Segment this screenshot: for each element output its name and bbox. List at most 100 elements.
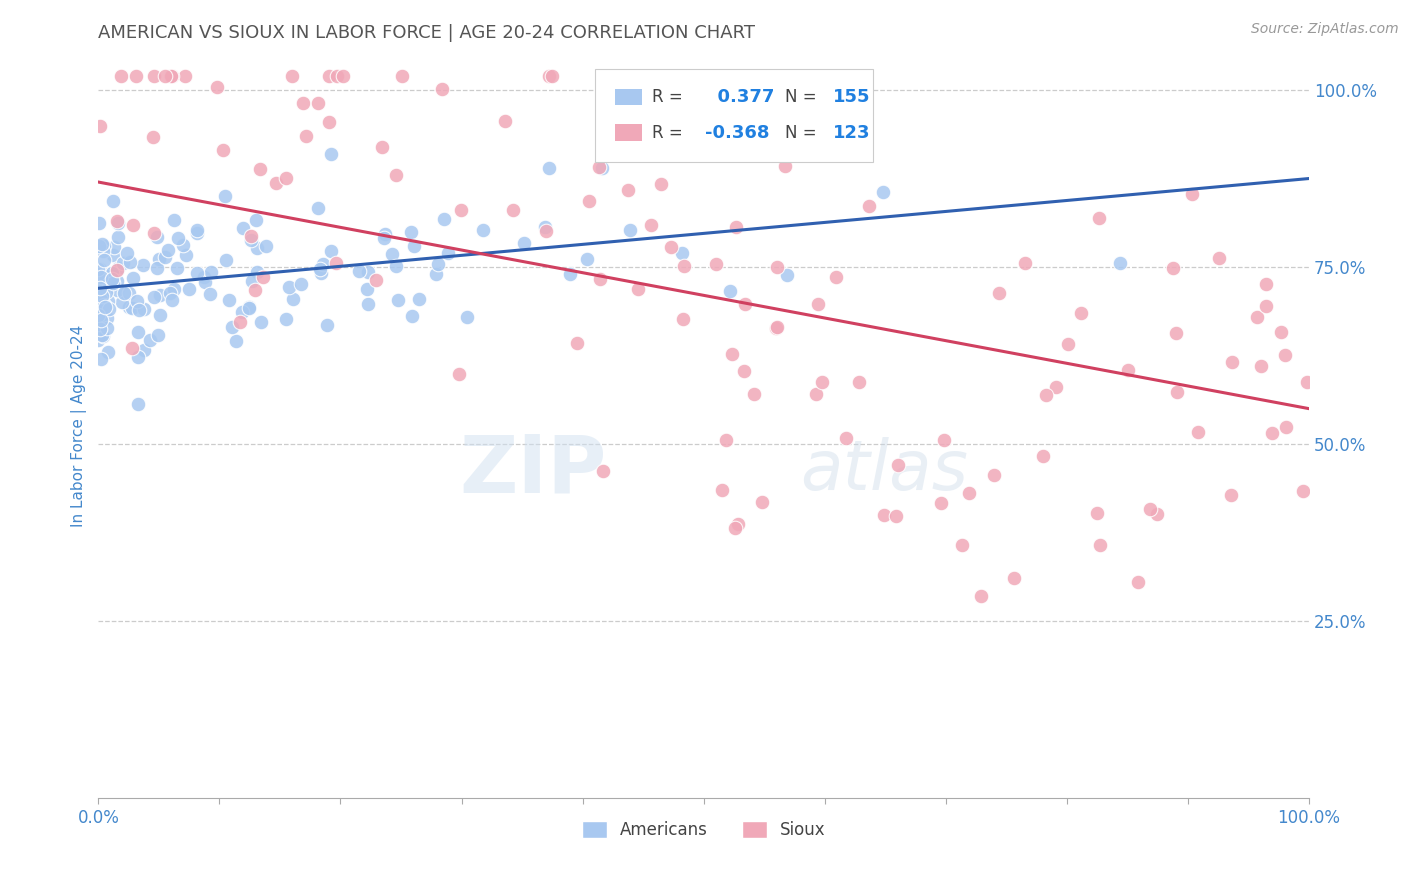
Point [447,367,470,381]
Point [347,264,370,278]
Point [734,297,756,311]
Point [101,247,124,261]
Point [565,335,588,350]
Point [807,297,830,311]
Point [91,289,114,303]
Point [174,248,197,262]
Point [1031,450,1053,464]
Point [541,69,564,83]
Point [153,69,176,83]
Point [90,237,112,252]
FancyBboxPatch shape [595,70,873,162]
Text: 155: 155 [834,88,870,106]
Point [94,300,117,314]
Point [103,194,125,208]
Point [315,318,337,332]
Point [357,297,380,311]
Point [1085,506,1108,520]
Point [143,290,166,304]
Point [970,589,993,603]
Point [436,245,458,260]
Point [950,538,973,552]
Point [87,318,110,332]
Point [194,275,217,289]
Point [1088,211,1111,226]
Point [125,69,148,83]
Point [1181,187,1204,202]
Point [238,300,260,314]
Point [1250,359,1272,374]
Point [93,268,115,283]
Point [240,233,263,247]
Point [93,252,115,267]
Text: N =: N = [785,124,817,142]
Point [89,239,111,253]
Point [94,285,117,299]
Point [107,216,129,230]
Point [309,261,332,276]
Point [848,375,870,389]
Point [373,231,395,245]
Point [1126,575,1149,590]
Point [425,267,447,281]
Point [96,310,118,325]
Point [1220,355,1243,369]
Text: 123: 123 [834,124,870,142]
Point [90,352,112,367]
Point [232,221,254,235]
Point [225,334,247,348]
Point [384,259,406,273]
Point [105,274,128,288]
Point [1035,388,1057,402]
Point [309,266,332,280]
Point [537,69,560,83]
Point [162,282,184,296]
Point [93,328,115,343]
Point [207,80,229,95]
Point [142,69,165,83]
Point [1274,347,1296,361]
Point [591,161,613,176]
Point [650,178,672,192]
Point [103,276,125,290]
Text: AMERICAN VS SIOUX IN LABOR FORCE | AGE 20-24 CORRELATION CHART: AMERICAN VS SIOUX IN LABOR FORCE | AGE 2… [98,24,755,42]
Point [294,128,316,143]
Point [87,309,110,323]
Point [307,201,329,215]
Point [619,223,641,237]
Point [128,303,150,318]
Point [811,376,834,390]
Point [87,267,110,281]
Point [93,239,115,253]
Point [89,262,111,277]
Point [111,294,134,309]
Text: N =: N = [785,88,817,106]
Point [1291,484,1313,499]
Point [450,203,472,218]
Point [806,387,828,401]
Point [278,280,301,294]
Point [186,223,208,237]
Point [122,271,145,285]
Point [245,213,267,227]
Point [166,231,188,245]
Point [153,250,176,264]
Point [576,252,599,267]
Point [127,350,149,364]
Point [558,267,581,281]
Point [318,69,340,83]
Point [1254,277,1277,291]
Point [751,495,773,509]
Point [714,434,737,448]
Text: R =: R = [651,124,682,142]
Point [724,219,747,234]
Point [721,346,744,360]
Point [90,269,112,284]
Point [98,302,121,317]
Point [229,315,252,329]
Point [1088,538,1111,552]
Point [402,238,425,252]
Point [121,301,143,316]
Point [364,273,387,287]
Point [274,170,297,185]
